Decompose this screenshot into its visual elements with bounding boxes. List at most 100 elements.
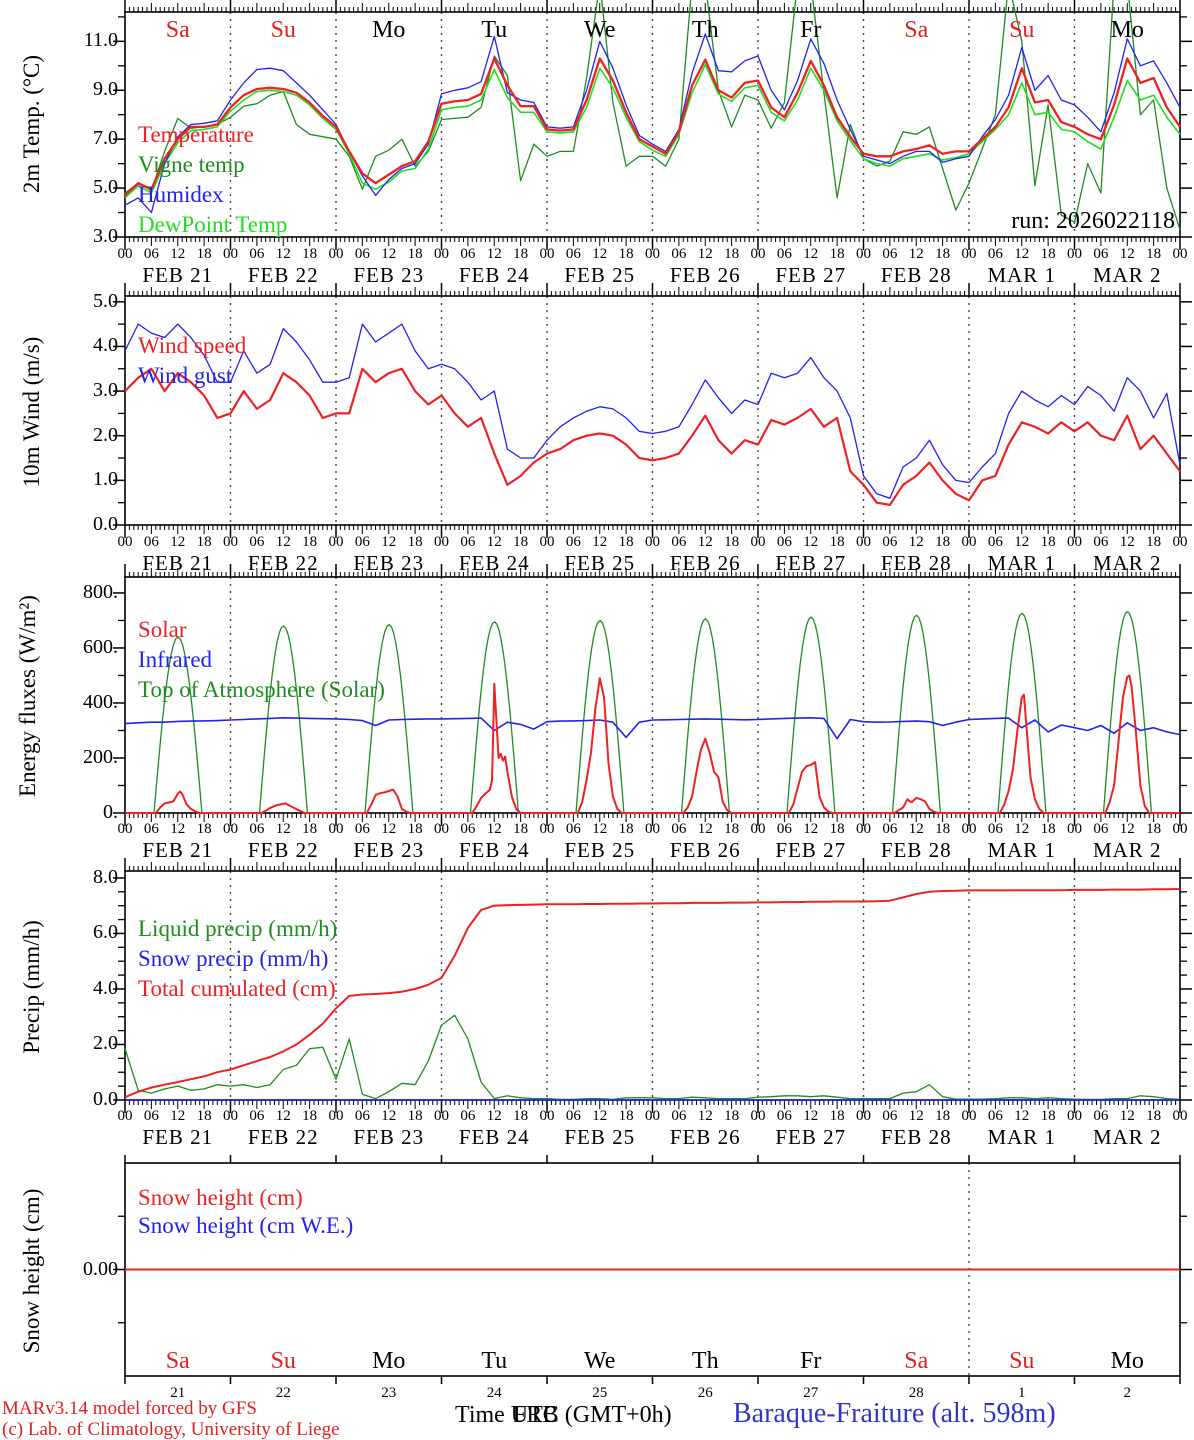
hour-tick-label: 12 bbox=[908, 246, 924, 262]
date-label: FEB 25 bbox=[564, 838, 636, 862]
date-label: FEB 23 bbox=[353, 551, 425, 575]
hour-tick-label: 12 bbox=[803, 246, 819, 262]
y-tick-label: 0.0 bbox=[93, 1088, 118, 1110]
hour-tick-label: 06 bbox=[249, 534, 265, 550]
hour-tick-label: 18 bbox=[196, 1108, 212, 1124]
hour-tick-label: 12 bbox=[486, 821, 502, 837]
hour-tick-label: 12 bbox=[381, 246, 397, 262]
series-line-total-cumulated bbox=[124, 888, 1181, 1099]
hour-tick-label: 18 bbox=[724, 1108, 740, 1124]
hour-tick-label: 00 bbox=[750, 246, 766, 262]
y-axis-label-snow: Snow height (cm) bbox=[19, 1188, 44, 1354]
hour-tick-label: 06 bbox=[143, 1108, 159, 1124]
day-name-label: Fr bbox=[800, 17, 822, 43]
hour-tick-label: 06 bbox=[354, 246, 370, 262]
legend-humidex: Humidex bbox=[138, 182, 224, 207]
legend-solar: Solar bbox=[138, 617, 187, 642]
legend-dewpoint-temp: DewPoint Temp bbox=[138, 212, 288, 237]
date-label: FEB 23 bbox=[353, 838, 425, 862]
y-tick-label: 2.0 bbox=[93, 423, 118, 446]
hour-tick-label: 18 bbox=[618, 534, 634, 550]
date-label: FEB 22 bbox=[247, 1125, 319, 1149]
hour-tick-label: 18 bbox=[302, 1108, 318, 1124]
hour-tick-label: 00 bbox=[1067, 821, 1082, 837]
date-label: FEB 21 bbox=[142, 838, 214, 862]
hour-tick-label: 12 bbox=[803, 1108, 819, 1124]
day-name-label: Sa bbox=[165, 17, 190, 43]
hour-tick-label: 06 bbox=[987, 821, 1003, 837]
date-label: FEB 24 bbox=[458, 1125, 530, 1149]
date-label: FEB 27 bbox=[775, 263, 847, 287]
hour-tick-label: 06 bbox=[249, 1108, 265, 1124]
legend-temperature: Temperature bbox=[138, 122, 254, 147]
date-label: FEB 21 bbox=[142, 263, 214, 287]
hour-tick-label: 18 bbox=[1040, 1108, 1056, 1124]
y-tick-label: 400. bbox=[83, 690, 118, 713]
hour-tick-label: 12 bbox=[1014, 534, 1030, 550]
hour-tick-label: 06 bbox=[987, 1108, 1003, 1124]
series-line-temperature bbox=[124, 57, 1181, 197]
y-axis-label-precip: Precip (mm/h) bbox=[19, 920, 44, 1054]
day-number-label: 25 bbox=[592, 1385, 608, 1401]
legend-liquid-precip-mm-h-: Liquid precip (mm/h) bbox=[138, 916, 338, 941]
hour-tick-label: 06 bbox=[565, 246, 581, 262]
hour-tick-label: 12 bbox=[170, 1108, 186, 1124]
hour-tick-label: 00 bbox=[223, 534, 238, 550]
hour-tick-label: 18 bbox=[829, 1108, 845, 1124]
day-number-label: 26 bbox=[697, 1385, 713, 1401]
series-line-wind-speed bbox=[124, 367, 1181, 506]
date-label: MAR 2 bbox=[1092, 263, 1162, 287]
hour-tick-label: 00 bbox=[645, 246, 660, 262]
day-name-label: Tu bbox=[481, 1348, 508, 1374]
date-label: FEB 24 bbox=[458, 263, 530, 287]
day-name-label: Th bbox=[691, 17, 719, 43]
hour-tick-label: 06 bbox=[565, 1108, 581, 1124]
y-tick-label: 0. bbox=[103, 801, 118, 823]
hour-tick-label: 12 bbox=[908, 821, 924, 837]
date-label: FEB 23 bbox=[353, 1125, 425, 1149]
y-tick-label: 5.0 bbox=[93, 176, 118, 199]
hour-tick-label: 18 bbox=[407, 534, 423, 550]
hour-tick-label: 18 bbox=[1146, 534, 1162, 550]
date-label: FEB 28 bbox=[880, 838, 952, 862]
hour-tick-label: 12 bbox=[592, 821, 608, 837]
hour-tick-label: 06 bbox=[143, 534, 159, 550]
legend-wind-speed: Wind speed bbox=[138, 333, 247, 358]
hour-tick-label: 18 bbox=[407, 821, 423, 837]
y-tick-label: 3.0 bbox=[93, 379, 118, 402]
series-line-dewpoint-temp bbox=[124, 63, 1181, 199]
hour-tick-label: 18 bbox=[513, 534, 529, 550]
y-tick-label: 8.0 bbox=[93, 865, 118, 888]
day-number-label: 2 bbox=[1123, 1385, 1132, 1401]
hour-tick-label: 12 bbox=[486, 534, 502, 550]
hour-tick-label: 00 bbox=[434, 1108, 449, 1124]
hour-tick-label: 18 bbox=[618, 1108, 634, 1124]
hour-tick-label: 18 bbox=[1040, 246, 1056, 262]
hour-tick-label: 18 bbox=[724, 534, 740, 550]
hour-tick-label: 12 bbox=[381, 821, 397, 837]
day-name-label: Sa bbox=[165, 1348, 190, 1374]
hour-tick-label: 18 bbox=[1040, 534, 1056, 550]
hour-tick-label: 12 bbox=[1014, 1108, 1030, 1124]
hour-tick-label: 00 bbox=[1067, 1108, 1082, 1124]
date-label: FEB 23 bbox=[353, 263, 425, 287]
day-name-label: We bbox=[584, 1348, 616, 1374]
day-name-label: Su bbox=[1009, 1348, 1035, 1374]
hour-tick-label: 18 bbox=[302, 821, 318, 837]
day-name-label: We bbox=[584, 17, 616, 43]
hour-tick-label: 18 bbox=[302, 534, 318, 550]
y-axis-label-wind: 10m Wind (m/s) bbox=[19, 336, 44, 488]
legend-top-of-atmosphere-solar-: Top of Atmosphere (Solar) bbox=[138, 677, 385, 702]
date-label: FEB 26 bbox=[669, 1125, 741, 1149]
hour-tick-label: 12 bbox=[381, 1108, 397, 1124]
hour-tick-label: 00 bbox=[1172, 246, 1188, 262]
hour-tick-label: 00 bbox=[750, 821, 766, 837]
series-line-humidex bbox=[124, 33, 1181, 214]
hour-tick-label: 00 bbox=[1172, 821, 1188, 837]
legend-total-cumulated-cm-: Total cumulated (cm) bbox=[138, 976, 336, 1001]
station-code-overlay: FRB bbox=[513, 1402, 559, 1428]
lab-credit-line: (c) Lab. of Climatology, University of L… bbox=[2, 1419, 340, 1440]
hour-tick-label: 06 bbox=[671, 821, 687, 837]
date-label: FEB 25 bbox=[564, 1125, 636, 1149]
date-label: MAR 1 bbox=[987, 551, 1057, 575]
